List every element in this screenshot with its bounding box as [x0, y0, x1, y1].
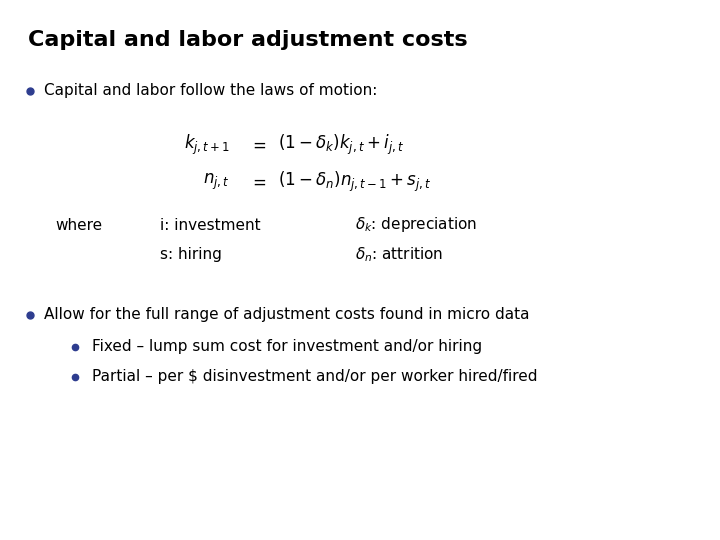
Text: $\delta_k$: depreciation: $\delta_k$: depreciation [355, 215, 477, 234]
Text: $\delta_n$: attrition: $\delta_n$: attrition [355, 246, 444, 265]
Text: s: hiring: s: hiring [160, 247, 222, 262]
Text: where: where [55, 218, 102, 233]
Text: Fixed – lump sum cost for investment and/or hiring: Fixed – lump sum cost for investment and… [92, 340, 482, 354]
Text: $=$: $=$ [249, 173, 266, 191]
Text: Allow for the full range of adjustment costs found in micro data: Allow for the full range of adjustment c… [44, 307, 529, 322]
Text: Partial – per $ disinvestment and/or per worker hired/fired: Partial – per $ disinvestment and/or per… [92, 369, 538, 384]
Text: Capital and labor follow the laws of motion:: Capital and labor follow the laws of mot… [44, 84, 377, 98]
Text: $=$: $=$ [249, 136, 266, 154]
Text: $(1-\delta_n)n_{j,t-1} + s_{j,t}$: $(1-\delta_n)n_{j,t-1} + s_{j,t}$ [278, 170, 432, 194]
Text: $(1-\delta_k)k_{j,t} + i_{j,t}$: $(1-\delta_k)k_{j,t} + i_{j,t}$ [278, 133, 405, 157]
Text: $n_{j,t}$: $n_{j,t}$ [203, 172, 230, 192]
Text: i: investment: i: investment [160, 218, 261, 233]
Text: Capital and labor adjustment costs: Capital and labor adjustment costs [28, 30, 467, 50]
Text: $k_{j,t+1}$: $k_{j,t+1}$ [184, 133, 230, 157]
